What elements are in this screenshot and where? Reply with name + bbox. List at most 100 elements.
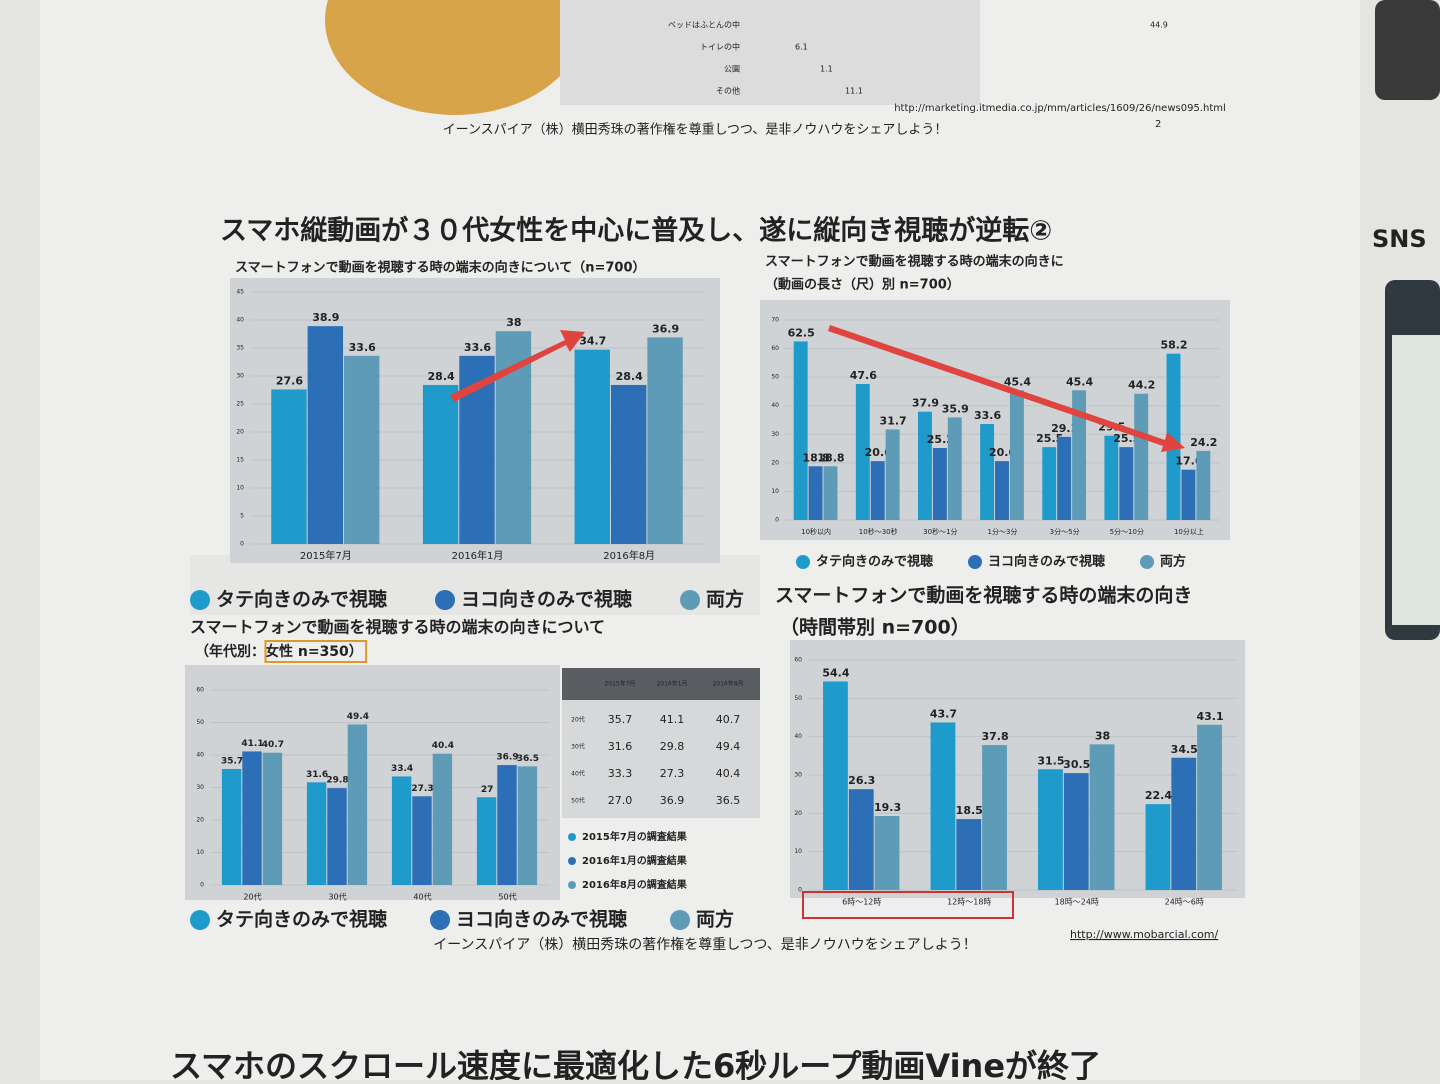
value-label: 31.7 [880, 414, 907, 427]
value-label: 33.4 [391, 764, 413, 774]
value-label: 49.4 [347, 712, 369, 722]
y-tick-label: 10 [771, 488, 779, 495]
value-label: 45.4 [1066, 375, 1093, 388]
y-tick-label: 0 [798, 887, 802, 894]
value-label: 40.4 [432, 741, 454, 751]
value-label: 18.5 [956, 804, 983, 817]
table-row-label: 30代 [571, 743, 585, 751]
y-tick-label: 40 [771, 402, 779, 409]
value-label: 45.4 [1004, 375, 1031, 388]
y-tick-label: 50 [794, 695, 802, 702]
x-tick-label: 18時〜24時 [1055, 898, 1099, 907]
fragment-label: 公園 [724, 65, 740, 74]
table-cell: 40.7 [716, 713, 741, 726]
table-cell: 33.3 [608, 767, 633, 780]
bar [221, 768, 242, 885]
value-label: 20.6 [989, 446, 1016, 459]
y-tick-label: 60 [794, 657, 802, 664]
x-tick-label: 30代 [328, 892, 346, 902]
footer-caption: イーンスパイア（株）横田秀珠の著作権を尊重しつつ、是非ノウハウをシェアしよう！ [433, 936, 977, 953]
legend-swatch [670, 910, 690, 930]
y-tick-label: 50 [196, 719, 204, 726]
bar [1145, 804, 1171, 890]
chart-subtitle: （動画の長さ（尺）別 n=700） [765, 277, 960, 293]
legend-swatch [1140, 555, 1154, 569]
y-tick-label: 60 [771, 345, 779, 352]
table-cell: 27.3 [660, 767, 685, 780]
bar [793, 341, 808, 520]
table-cell: 36.5 [716, 794, 741, 807]
value-label: 28.4 [428, 370, 455, 383]
bar [391, 776, 412, 885]
bar [1063, 773, 1089, 890]
bar [980, 424, 995, 520]
table-header: 2015年7月 [604, 680, 635, 688]
table-cell: 27.0 [608, 794, 633, 807]
value-label: 35.9 [942, 402, 969, 415]
top-url: http://marketing.itmedia.co.jp/mm/articl… [894, 103, 1226, 114]
table-cell: 49.4 [716, 740, 741, 753]
x-tick-label: 2016年8月 [603, 549, 655, 562]
value-label: 43.7 [930, 707, 957, 720]
y-tick-label: 0 [240, 541, 244, 548]
y-tick-label: 20 [794, 810, 802, 817]
y-tick-label: 0 [775, 517, 779, 524]
bar [995, 461, 1009, 520]
x-tick-label: 40代 [413, 892, 431, 902]
bar [808, 466, 823, 520]
x-tick-label: 6時〜12時 [842, 898, 881, 907]
y-tick-label: 5 [240, 513, 244, 520]
value-label: 18.8 [817, 451, 844, 464]
bar [574, 349, 610, 544]
table-legend: 2016年8月の調査結果 [582, 878, 688, 891]
top-panel [560, 0, 980, 105]
bar [306, 782, 327, 885]
bar [610, 384, 647, 544]
y-tick-label: 30 [794, 772, 802, 779]
fragment-value: 1.1 [820, 65, 833, 74]
value-label: 38 [1095, 729, 1110, 742]
legend-swatch [680, 590, 700, 610]
legend-swatch [190, 590, 210, 610]
value-label: 38.9 [312, 311, 339, 324]
phone-image [1375, 0, 1440, 100]
value-label: 41.1 [241, 739, 263, 749]
value-label: 47.6 [850, 369, 877, 382]
y-tick-label: 20 [196, 817, 204, 824]
y-tick-label: 30 [196, 784, 204, 791]
legend-swatch [430, 910, 450, 930]
chart-title: スマートフォンで動画を視聴する時の端末の向き [775, 584, 1192, 607]
y-tick-label: 20 [236, 429, 244, 436]
x-tick-label: 10秒以内 [801, 527, 831, 536]
trend-arrow [828, 325, 1185, 452]
bar [1181, 469, 1196, 520]
fragment-label: ベッドはふとんの中 [668, 20, 740, 30]
table-cell: 31.6 [608, 740, 633, 753]
value-label: 27 [481, 785, 494, 795]
fragment-value: 6.1 [795, 43, 808, 52]
bar [307, 326, 344, 544]
value-label: 38 [506, 316, 521, 329]
bar [1089, 744, 1115, 890]
y-tick-label: 10 [794, 848, 802, 855]
table-row-label: 20代 [571, 716, 585, 724]
value-label: 36.9 [652, 322, 679, 335]
value-label: 36.9 [496, 753, 518, 763]
plot-panel [760, 300, 1230, 540]
legend-swatch [190, 910, 210, 930]
value-label: 19.3 [874, 801, 901, 814]
legend-band [190, 555, 760, 615]
bar [1119, 447, 1134, 520]
value-label: 28.4 [616, 370, 643, 383]
bar [271, 389, 307, 544]
y-tick-label: 70 [771, 317, 779, 324]
value-label: 37.8 [981, 730, 1008, 743]
value-label: 37.9 [912, 397, 939, 410]
bar [1042, 447, 1057, 520]
side-label: SNS [1372, 225, 1427, 253]
page-number: 2 [1155, 119, 1161, 130]
bar [1057, 436, 1072, 520]
bar [848, 789, 874, 890]
legend-swatch [968, 555, 982, 569]
